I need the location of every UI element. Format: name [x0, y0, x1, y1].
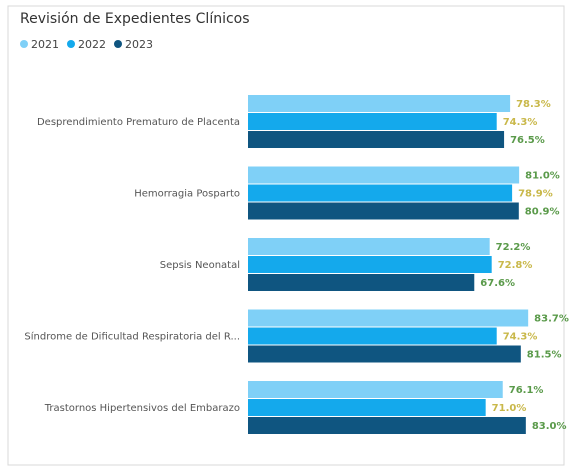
- value-label: 71.0%: [492, 403, 527, 414]
- category-label: Síndrome de Dificultad Respiratoria del …: [24, 331, 240, 343]
- bar: [248, 256, 492, 273]
- value-label: 72.2%: [496, 242, 531, 253]
- bar: [248, 202, 519, 220]
- value-label: 81.5%: [527, 350, 562, 361]
- category-label: Hemorragia Posparto: [134, 189, 240, 200]
- value-label: 83.0%: [532, 421, 567, 432]
- bar: [248, 399, 486, 416]
- bar: [248, 131, 505, 148]
- category-label: Sepsis Neonatal: [160, 260, 240, 271]
- bar: [248, 238, 490, 255]
- legend-label: 2023: [125, 38, 153, 51]
- category-label: Desprendimiento Prematuro de Placenta: [37, 117, 240, 128]
- value-label: 81.0%: [525, 171, 560, 182]
- value-label: 78.3%: [516, 99, 551, 110]
- bar: [248, 381, 503, 398]
- value-label: 76.5%: [510, 135, 545, 146]
- bar: [248, 274, 475, 291]
- bar: [248, 95, 511, 112]
- value-label: 83.7%: [534, 314, 569, 325]
- legend-swatch: [20, 40, 28, 48]
- bar: [248, 113, 497, 130]
- legend-swatch: [114, 40, 122, 48]
- value-label: 72.8%: [498, 260, 533, 271]
- bar: [248, 309, 529, 327]
- bar: [248, 345, 521, 363]
- value-label: 80.9%: [525, 207, 560, 218]
- value-label: 76.1%: [509, 385, 544, 396]
- value-label: 78.9%: [518, 189, 553, 200]
- bar: [248, 417, 526, 434]
- value-label: 67.6%: [480, 278, 515, 289]
- legend-swatch: [67, 40, 75, 48]
- legend-label: 2022: [78, 38, 106, 51]
- value-label: 74.3%: [503, 332, 538, 343]
- bar: [248, 166, 520, 184]
- bar: [248, 327, 497, 345]
- chart-title: Revisión de Expedientes Clínicos: [20, 11, 250, 27]
- legend-label: 2021: [31, 38, 59, 51]
- bar: [248, 184, 513, 202]
- value-label: 74.3%: [503, 117, 538, 128]
- category-label: Trastornos Hipertensivos del Embarazo: [44, 403, 240, 414]
